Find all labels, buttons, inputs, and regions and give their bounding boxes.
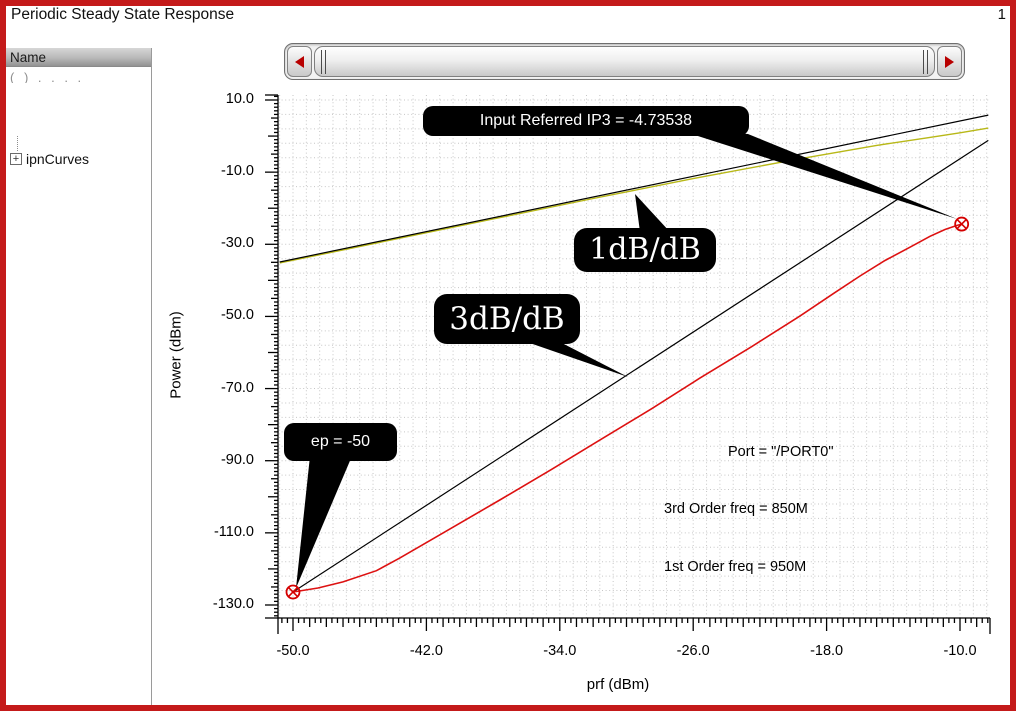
x-tick-label: -10.0 bbox=[943, 643, 977, 659]
x-tick-label: -18.0 bbox=[810, 643, 844, 659]
3db-callout-pointer bbox=[524, 341, 628, 377]
titlebar: Periodic Steady State Response 1 bbox=[0, 0, 1016, 30]
tree-item-ipncurves[interactable]: + ipnCurves bbox=[10, 151, 89, 167]
callout-1db-per-db[interactable]: 1dB/dB bbox=[574, 228, 716, 272]
scroll-left-button[interactable] bbox=[287, 46, 312, 77]
expand-plus-icon[interactable]: + bbox=[10, 153, 22, 165]
x-tick-label: -26.0 bbox=[676, 643, 710, 659]
y-tick-label: -50.0 bbox=[220, 307, 254, 324]
y-tick-label: -70.0 bbox=[220, 379, 254, 396]
annotation-3rd-order-freq: 3rd Order freq = 850M bbox=[664, 501, 808, 517]
scroll-right-arrow-icon bbox=[945, 55, 954, 68]
scroll-left-arrow-icon bbox=[295, 55, 304, 68]
sidebar-header: Name bbox=[6, 48, 151, 67]
ip3-callout-pointer bbox=[676, 129, 957, 219]
y-tick-label: 10.0 bbox=[225, 91, 254, 107]
1db-callout-pointer bbox=[635, 194, 670, 232]
y-tick-label: -10.0 bbox=[220, 163, 254, 180]
callout-pointer-wedges bbox=[296, 129, 957, 588]
ep-callout-pointer bbox=[296, 456, 352, 588]
annotation-1st-order-freq: 1st Order freq = 950M bbox=[664, 559, 807, 575]
y-tick-label: -110.0 bbox=[213, 523, 254, 540]
tree-item-label: ipnCurves bbox=[26, 151, 90, 167]
y-tick-label: -30.0 bbox=[220, 235, 254, 252]
scrollbar-thumb[interactable] bbox=[314, 46, 935, 77]
page-number: 1 bbox=[997, 6, 1006, 23]
thumb-grip-left bbox=[321, 49, 326, 74]
sidebar: Name ( ) . . . . + ipnCurves bbox=[6, 48, 152, 705]
x-tick-label: -42.0 bbox=[409, 643, 443, 659]
sidebar-partial-row: ( ) . . . . bbox=[10, 70, 85, 83]
y-axis-title: Power (dBm) bbox=[167, 311, 185, 399]
horizontal-scrollbar[interactable] bbox=[284, 43, 965, 80]
callout-ep[interactable]: ep = -50 bbox=[284, 423, 397, 461]
callout-input-referred-ip3[interactable]: Input Referred IP3 = -4.73538 bbox=[423, 106, 749, 136]
tree-connector-line bbox=[17, 136, 18, 151]
thumb-grip-right bbox=[923, 49, 928, 74]
x-tick-label: -34.0 bbox=[543, 643, 577, 659]
x-tick-label: -50.0 bbox=[276, 643, 310, 659]
x-axis-title: prf (dBm) bbox=[586, 676, 650, 693]
annotation-port: Port = "/PORT0" bbox=[728, 444, 834, 460]
window-title: Periodic Steady State Response bbox=[11, 6, 235, 23]
callout-3db-per-db[interactable]: 3dB/dB bbox=[434, 294, 580, 344]
y-tick-label: -90.0 bbox=[220, 451, 254, 468]
y-tick-label: -130.0 bbox=[212, 595, 254, 612]
scroll-right-button[interactable] bbox=[937, 46, 962, 77]
